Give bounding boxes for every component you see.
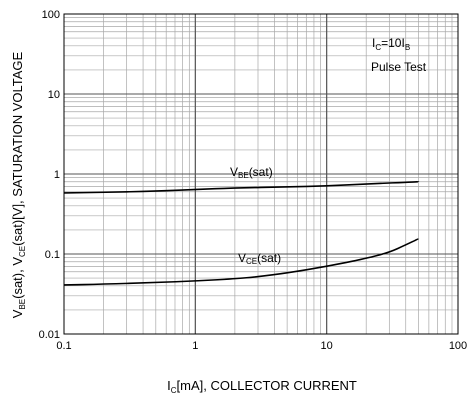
series-label-vce-sat: VCE(sat) bbox=[238, 251, 281, 266]
y-axis-title: VBE(sat), VCE(sat)[V], SATURATION VOLTAG… bbox=[10, 51, 27, 318]
x-tick-label: 100 bbox=[449, 340, 467, 352]
y-tick-label: 10 bbox=[48, 89, 60, 101]
conditions-annotation: IC=10IB Pulse Test bbox=[371, 36, 427, 74]
y-tick-label: 0.1 bbox=[45, 249, 60, 261]
plot-frame bbox=[63, 13, 459, 335]
x-axis-title: IC[mA], COLLECTOR CURRENT bbox=[167, 378, 357, 395]
y-tick-label: 1 bbox=[54, 169, 60, 181]
series-line-vbe-sat bbox=[63, 180, 420, 194]
series-line-vce-sat bbox=[63, 237, 420, 286]
x-tick-label: 0.1 bbox=[56, 340, 71, 352]
x-tick-label: 10 bbox=[321, 340, 333, 352]
condition-pulse-test: Pulse Test bbox=[371, 60, 427, 74]
series-layer bbox=[63, 180, 420, 286]
condition-current-ratio: IC=10IB bbox=[372, 36, 410, 52]
x-tick-label: 1 bbox=[192, 340, 198, 352]
y-tick-label: 100 bbox=[42, 9, 60, 21]
series-label-vbe-sat: VBE(sat) bbox=[230, 165, 273, 180]
y-tick-label: 0.01 bbox=[39, 329, 60, 341]
